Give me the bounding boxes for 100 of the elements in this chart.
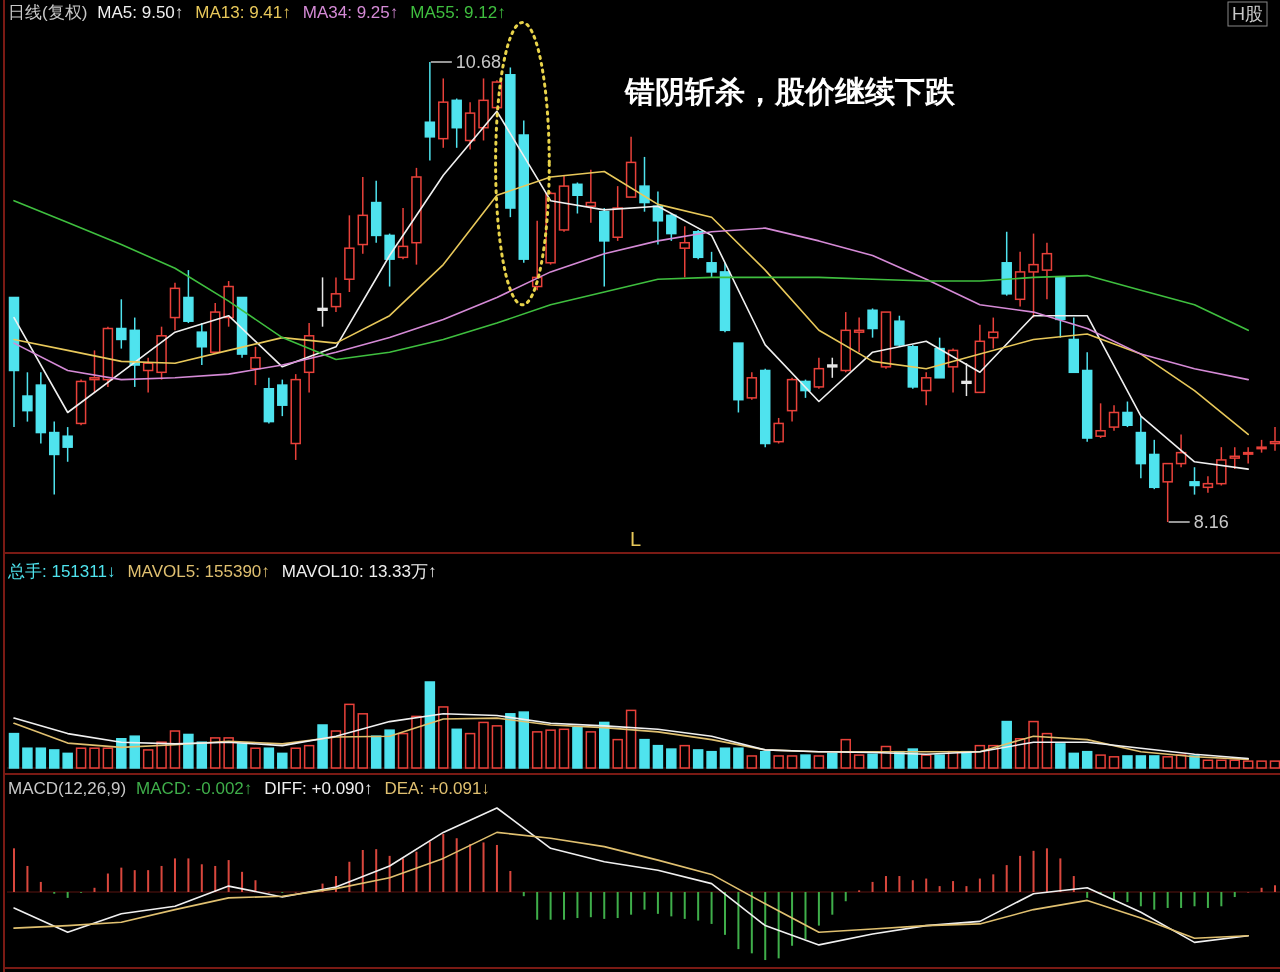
bar [522,892,525,897]
bar [48,749,60,769]
bar [719,747,731,769]
bar [361,850,364,892]
bar [196,741,208,769]
text: L [630,528,642,550]
bar [303,744,315,769]
bar [697,892,700,921]
candlestick [1028,232,1039,319]
bar [495,844,498,892]
bar [643,892,646,910]
bar [589,892,592,918]
annotation: 10.68 [455,52,501,72]
bar [773,755,784,769]
bar [853,754,865,769]
bar [844,892,847,902]
bar [147,870,150,892]
bar [236,743,248,769]
bar [254,880,257,892]
text: 总手: 151311↓ [7,562,116,581]
candlestick [585,168,597,224]
bar [209,737,221,769]
bar [599,721,610,769]
bar [1122,755,1133,769]
candlestick [384,232,395,288]
bar [478,721,489,769]
bar [871,881,874,892]
bar [482,842,485,892]
candlestick [572,181,583,215]
bar [200,864,203,892]
candlestick [196,322,208,366]
bar [764,892,767,961]
bar [357,713,369,769]
bar [791,892,794,946]
bar [965,886,968,892]
candlestick [666,212,677,242]
candlestick [424,61,436,162]
bar [464,732,476,769]
text: MA13: 9.41↑ [195,3,291,22]
candlestick [1189,466,1200,496]
candlestick [48,420,60,496]
bar [169,730,181,769]
bar [1202,759,1214,769]
bar [451,728,462,769]
bar [576,892,579,919]
candlestick [920,371,932,406]
bar [746,755,758,769]
bar [545,729,556,769]
bar [250,747,261,769]
bar [187,858,190,892]
bar [804,892,807,940]
bar [241,871,244,892]
bar [39,881,42,892]
text: MA55: 9.12↑ [410,3,506,22]
bar [656,892,659,914]
bar [22,747,33,769]
bar [1095,754,1106,769]
bar [1032,850,1035,892]
bar [469,844,472,892]
bar [411,715,422,769]
bar [817,892,820,926]
chart-title: MACD(12,26,9) [8,779,127,798]
candlestick [639,156,650,213]
bar [505,713,516,769]
bar [1135,755,1147,769]
candlestick [89,349,100,394]
bar [992,874,995,892]
candlestick [1041,241,1053,301]
bar [1149,755,1160,769]
bar [173,858,176,892]
bar [777,892,780,959]
bar [978,878,981,892]
bar [603,892,606,919]
candlestick [1229,446,1241,470]
bar [35,747,47,769]
candlestick [183,269,194,324]
candlestick [1122,400,1133,428]
annotation: 错阴斩杀，股价继续下跌 [624,75,956,108]
bar [375,849,378,892]
bar [1019,855,1022,892]
bar [800,754,811,769]
bar [934,754,945,769]
bar [1028,720,1039,769]
bar [290,747,301,769]
candlestick [1095,402,1106,439]
bar [1269,760,1280,769]
bar [840,738,851,769]
candlestick [679,225,690,279]
bar [616,892,619,919]
bar [710,892,713,924]
bar [384,729,395,769]
candlestick [1242,446,1254,465]
bar [1086,892,1089,898]
candlestick [397,207,409,260]
bar [1216,759,1227,769]
bar [214,865,217,892]
bar [1166,892,1169,908]
bar [1206,892,1209,908]
candlestick [813,356,825,390]
candlestick [961,362,972,397]
